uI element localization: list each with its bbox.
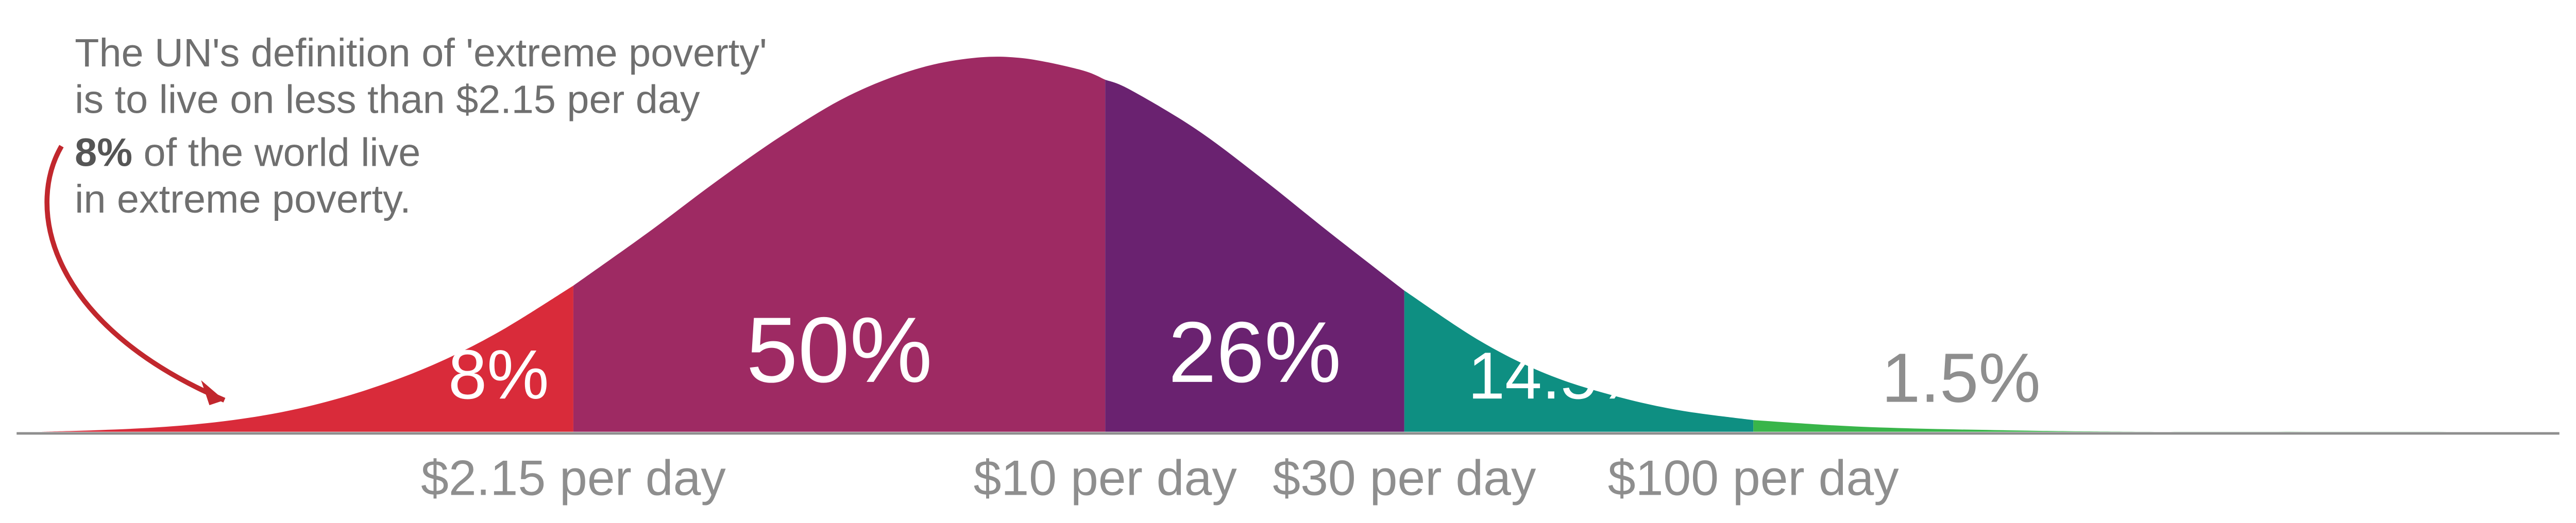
seg-30to100-label: 14.5%: [1468, 339, 1656, 413]
seg-10to30-label: 26%: [1168, 304, 1342, 400]
axis-tick-label: $100 per day: [1608, 449, 1900, 505]
seg-2to10-label: 50%: [746, 298, 933, 402]
annotation-line1: The UN's definition of 'extreme poverty': [75, 31, 767, 75]
annotation-block: The UN's definition of 'extreme poverty'…: [75, 31, 767, 221]
annotation-line3: 8% of the world live: [75, 131, 420, 175]
income-distribution-chart: $2.15 per day $10 per day $30 per day $100 …: [0, 0, 2576, 515]
axis-tick-label: $2.15 per day: [421, 449, 726, 505]
seg-100plus-label: 1.5%: [1882, 339, 2041, 417]
seg-extreme-label: 8%: [448, 335, 549, 413]
seg-100plus: [1753, 420, 2543, 432]
axis-tick-label: $10 per day: [974, 449, 1238, 505]
annotation-line4: in extreme poverty.: [75, 177, 411, 221]
axis-tick-label: $30 per day: [1273, 449, 1536, 505]
annotation-line2: is to live on less than $2.15 per day: [75, 77, 700, 121]
